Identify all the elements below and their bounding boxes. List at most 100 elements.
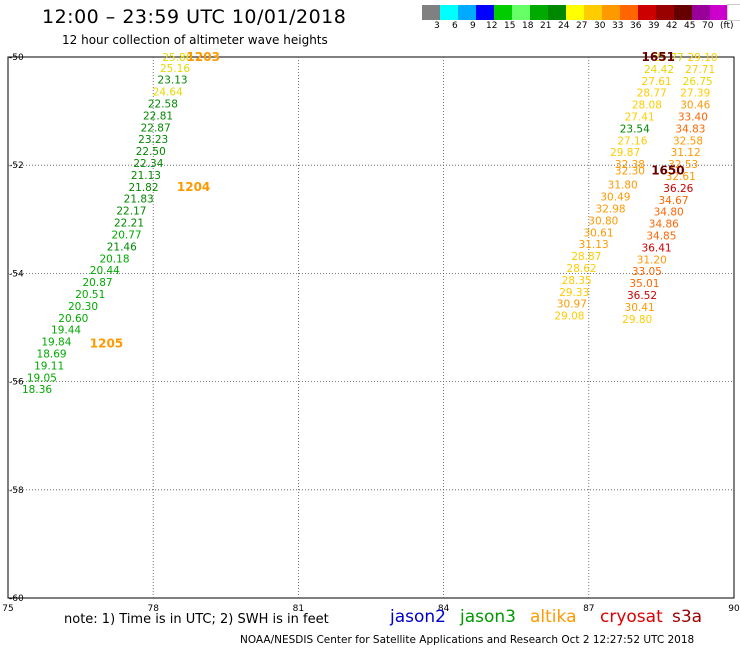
data-point-s3a: 31.80 xyxy=(608,180,638,192)
data-point-altika: 20.60 xyxy=(58,313,88,325)
data-point-s3a: 29.08 xyxy=(554,311,584,323)
legend-swatch xyxy=(638,5,656,20)
data-point-cryosat: 33.40 xyxy=(678,112,708,124)
data-point-altika: 19.44 xyxy=(51,325,81,337)
data-point-s3a: 30.61 xyxy=(583,227,613,239)
legend-swatch xyxy=(727,4,740,21)
footer-note: note: 1) Time is in UTC; 2) SWH is in fe… xyxy=(64,612,329,627)
legend-tick-label: 27 xyxy=(576,21,588,31)
data-point-cryosat: 36.41 xyxy=(642,242,672,254)
data-point-altika: 19.05 xyxy=(27,372,57,384)
data-point-s3a: 32.98 xyxy=(596,203,626,215)
data-point-altika: 22.58 xyxy=(148,99,178,111)
data-point-s3a: 25.77 xyxy=(654,52,684,64)
legend-tick-label: 45 xyxy=(684,21,696,31)
data-point-s3a: 31.13 xyxy=(579,239,609,251)
data-point-altika: 20.44 xyxy=(90,265,120,277)
data-point-altika: 21.82 xyxy=(128,182,158,194)
data-point-s3a: 30.97 xyxy=(557,299,587,311)
data-point-cryosat: 35.01 xyxy=(629,278,659,290)
legend-tick-label: 9 xyxy=(470,21,476,31)
data-point-cryosat: 36.52 xyxy=(627,290,657,302)
page-title: 12:00 – 23:59 UTC 10/01/2018 xyxy=(42,6,347,28)
legend-tick-label: 39 xyxy=(648,21,660,31)
legend-swatch xyxy=(620,5,638,20)
data-point-altika: 25.86 xyxy=(162,52,192,64)
data-point-cryosat: 33.05 xyxy=(632,266,662,278)
legend-tick-label: 15 xyxy=(504,21,516,31)
satellite-label-jason3: jason3 xyxy=(460,607,516,627)
data-point-altika: 21.13 xyxy=(131,170,161,182)
data-point-s3a: 28.77 xyxy=(637,88,667,100)
legend-tick-label: 6 xyxy=(452,21,458,31)
y-tick-label: -54 xyxy=(9,269,24,279)
data-point-altika: 22.50 xyxy=(136,146,166,158)
page-subtitle: 12 hour collection of altimeter wave hei… xyxy=(62,33,328,47)
data-point-s3a: 27.41 xyxy=(625,112,655,124)
data-point-cryosat: 30.41 xyxy=(625,302,655,314)
data-point-cryosat: 31.12 xyxy=(671,147,701,159)
data-point-cryosat: 31.20 xyxy=(637,254,667,266)
legend-swatch xyxy=(476,5,494,20)
legend-swatch xyxy=(548,5,566,20)
satellite-label-s3a: s3a xyxy=(672,607,703,627)
legend-tick-label: 33 xyxy=(612,21,624,31)
time-label: 1651 xyxy=(642,50,675,64)
legend-swatch xyxy=(566,5,584,20)
data-point-altika: 20.18 xyxy=(99,253,129,265)
legend-swatch xyxy=(710,5,728,20)
time-label: 1205 xyxy=(90,337,123,351)
legend-swatch xyxy=(458,5,476,20)
legend-swatch xyxy=(656,5,674,20)
data-point-altika: 21.83 xyxy=(124,194,154,206)
data-point-altika: 18.69 xyxy=(37,348,67,360)
satellite-label-cryosat: cryosat xyxy=(600,607,663,627)
y-tick-label: -60 xyxy=(9,594,24,604)
time-label: 1203 xyxy=(187,50,220,64)
data-point-s3a: 28.08 xyxy=(632,100,662,112)
data-point-cryosat: 34.85 xyxy=(646,231,676,243)
legend-tick-label: (ft) xyxy=(720,21,734,31)
legend-tick-label: 3 xyxy=(434,21,440,31)
legend-swatch xyxy=(530,5,548,20)
data-point-altika: 24.64 xyxy=(153,87,183,99)
data-point-s3a: 27.16 xyxy=(617,135,647,147)
legend-swatch xyxy=(602,5,620,20)
data-point-s3a: 28.62 xyxy=(567,263,597,275)
legend-swatch xyxy=(674,5,692,20)
data-point-altika: 23.13 xyxy=(158,75,188,87)
data-point-cryosat: 26.75 xyxy=(683,76,713,88)
data-point-s3a: 23.54 xyxy=(620,123,650,135)
time-label: 1650 xyxy=(651,164,684,178)
legend-swatch xyxy=(584,5,602,20)
data-point-cryosat: 32.53 xyxy=(668,159,698,171)
data-point-cryosat: 34.83 xyxy=(675,123,705,135)
legend-tick-label: 24 xyxy=(558,21,570,31)
data-point-cryosat: 29.80 xyxy=(622,314,652,326)
data-point-altika: 22.21 xyxy=(114,218,144,230)
data-point-cryosat: 27.39 xyxy=(680,88,710,100)
data-point-altika: 20.77 xyxy=(112,229,142,241)
wave-height-chart: 75 78 81 84 87 90 -50 -52 -54 -56 -58 -60 25.8625.16… xyxy=(2,50,740,612)
y-tick-label: -58 xyxy=(9,486,24,496)
data-point-altika: 20.51 xyxy=(75,289,105,301)
legend-tick-label: 18 xyxy=(522,21,534,31)
data-point-altika: 20.30 xyxy=(68,301,98,313)
data-point-s3a: 24.42 xyxy=(644,64,674,76)
legend-tick-label: 42 xyxy=(666,21,678,31)
satellite-label-altika: altika xyxy=(530,607,577,627)
data-point-altika: 22.87 xyxy=(141,122,171,134)
satellite-label-jason2: jason2 xyxy=(390,607,446,627)
legend-swatch xyxy=(440,5,458,20)
legend-tick-label: 30 xyxy=(594,21,606,31)
data-point-altika: 22.81 xyxy=(143,110,173,122)
data-point-s3a: 32.30 xyxy=(615,166,645,178)
legend-swatch xyxy=(512,5,530,20)
data-point-s3a: 32.38 xyxy=(615,159,645,171)
legend-tick-label: 21 xyxy=(540,21,552,31)
data-point-s3a: 30.80 xyxy=(588,215,618,227)
data-point-altika: 22.17 xyxy=(116,206,146,218)
data-point-cryosat: 27.71 xyxy=(685,64,715,76)
data-point-altika: 20.87 xyxy=(83,277,113,289)
data-point-cryosat: 34.67 xyxy=(658,195,688,207)
